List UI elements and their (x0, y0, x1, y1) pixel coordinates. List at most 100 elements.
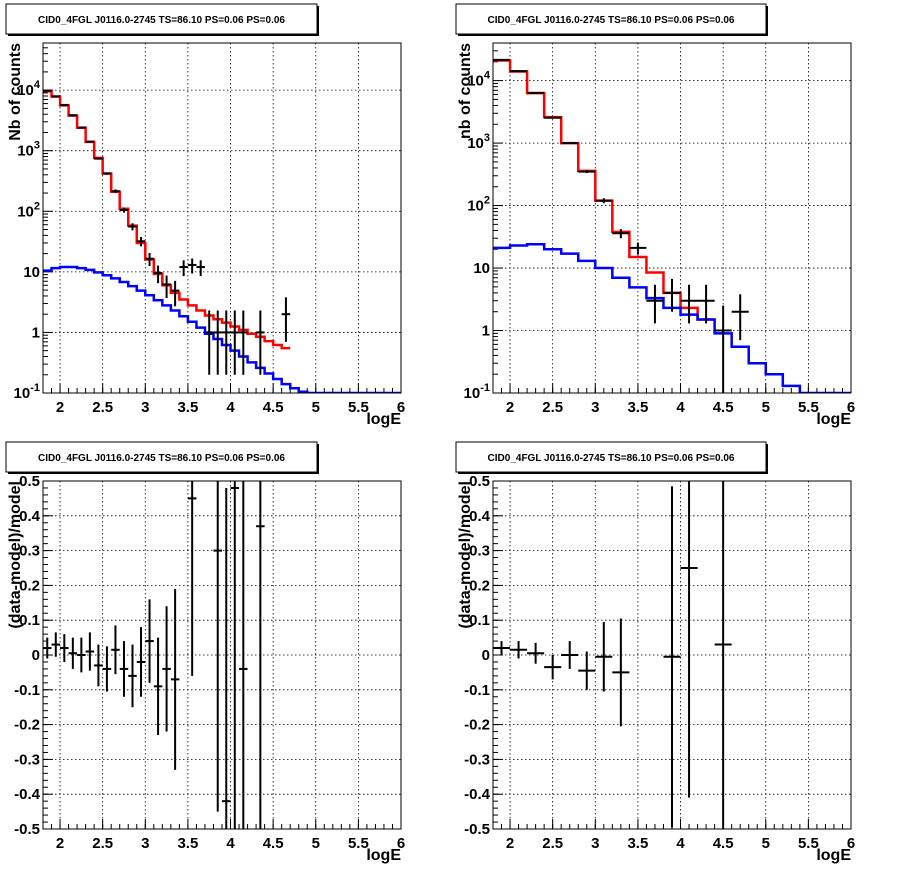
x-tick-label: 4.5 (263, 399, 284, 416)
x-axis-label: logE (366, 847, 401, 864)
x-axis-label: logE (816, 847, 851, 864)
title-box (5, 3, 318, 35)
x-tick-label: 6 (847, 835, 855, 852)
data-point (544, 116, 562, 119)
series-group (493, 481, 732, 829)
data-point (680, 481, 698, 798)
x-tick-label: 4 (676, 399, 685, 416)
data-point (612, 229, 630, 239)
y-tick-label: 0.2 (469, 577, 490, 594)
data-point (561, 641, 579, 669)
y-tick-label: 103 (17, 140, 40, 160)
data-point (94, 644, 103, 687)
x-tick-label: 4.5 (713, 835, 734, 852)
y-tick-label: 0.5 (469, 473, 490, 490)
data-point (239, 481, 248, 829)
data-point (230, 481, 240, 829)
x-tick-label: 2 (56, 399, 64, 416)
data-point (187, 258, 197, 274)
x-tick-label: 3 (591, 399, 599, 416)
data-point (629, 242, 647, 255)
data-point (527, 642, 545, 664)
data-point (663, 278, 681, 312)
data-point (646, 284, 664, 324)
data-point (230, 310, 240, 375)
x-tick-label: 2.5 (92, 399, 113, 416)
data-point (51, 95, 61, 98)
y-tick-label: 104 (467, 70, 491, 90)
chart-panel-2: CID0_4FGL J0116.0-2745 TS=86.10 PS=0.06 … (5, 441, 405, 864)
y-axis-label: (data-model)/model (7, 481, 24, 629)
title-box (5, 441, 318, 473)
data-point (145, 252, 154, 266)
data-point (153, 637, 163, 736)
data-point (119, 641, 129, 697)
data-point (544, 655, 562, 680)
y-tick-label: 102 (17, 200, 40, 220)
data-point (578, 170, 596, 174)
y-tick-label: 10-1 (464, 382, 490, 402)
data-point (170, 588, 180, 770)
y-tick-label: -0.2 (464, 717, 490, 734)
plot-area (43, 43, 401, 393)
data-point (170, 280, 180, 307)
data-point (561, 142, 579, 145)
x-tick-label: 3.5 (177, 835, 198, 852)
data-point (136, 237, 146, 247)
data-point (222, 310, 231, 375)
y-tick-label: -0.3 (14, 751, 40, 768)
x-tick-label: 2.5 (542, 835, 563, 852)
x-tick-label: 4 (226, 835, 235, 852)
x-tick-label: 4.5 (263, 835, 284, 852)
data-point (256, 481, 265, 829)
data-point (111, 189, 120, 194)
y-tick-label: -0.4 (464, 786, 491, 803)
data-point (102, 172, 112, 175)
y-tick-label: -0.1 (14, 682, 40, 699)
data-point (162, 275, 171, 299)
y-tick-label: 0.5 (19, 473, 40, 490)
plot-frame (492, 480, 852, 830)
y-tick-label: 103 (467, 132, 490, 152)
y-tick-label: -0.1 (464, 682, 490, 699)
chart-title: CID0_4FGL J0116.0-2745 TS=86.10 PS=0.06 … (488, 453, 735, 464)
data-point (714, 305, 732, 393)
y-axis-label: nb of counts (457, 43, 474, 139)
y-tick-label: 10 (23, 264, 40, 281)
data-point (179, 260, 188, 277)
data-point (94, 157, 103, 160)
x-tick-label: 5.5 (798, 399, 819, 416)
data-point (111, 625, 120, 675)
series-group (493, 58, 851, 393)
data-point (43, 637, 52, 659)
y-tick-label: -0.3 (464, 751, 490, 768)
data-point (128, 223, 137, 231)
data-point (51, 632, 61, 657)
data-point (510, 641, 528, 659)
x-tick-label: 4 (676, 835, 685, 852)
plot-area (493, 43, 851, 393)
y-tick-label: 1 (32, 324, 40, 341)
x-tick-label: 2 (506, 399, 514, 416)
x-axis-label: logE (366, 411, 401, 428)
x-tick-label: 4.5 (713, 399, 734, 416)
data-point (77, 126, 86, 129)
x-tick-label: 4 (226, 399, 235, 416)
plot-frame (42, 42, 402, 394)
x-tick-label: 6 (397, 399, 405, 416)
x-tick-label: 5 (762, 835, 770, 852)
data-point (595, 198, 613, 204)
series-1-step-line (493, 243, 851, 393)
y-tick-label: 0 (482, 647, 490, 664)
data-point (697, 284, 715, 324)
data-point (680, 284, 698, 324)
y-tick-label: -0.4 (14, 786, 41, 803)
data-point (256, 310, 265, 375)
data-point (60, 103, 69, 106)
data-point (196, 260, 205, 277)
x-tick-label: 6 (397, 835, 405, 852)
y-tick-label: 0.1 (19, 612, 40, 629)
title-box (455, 441, 767, 473)
x-tick-label: 5 (312, 399, 320, 416)
data-point (281, 297, 291, 342)
